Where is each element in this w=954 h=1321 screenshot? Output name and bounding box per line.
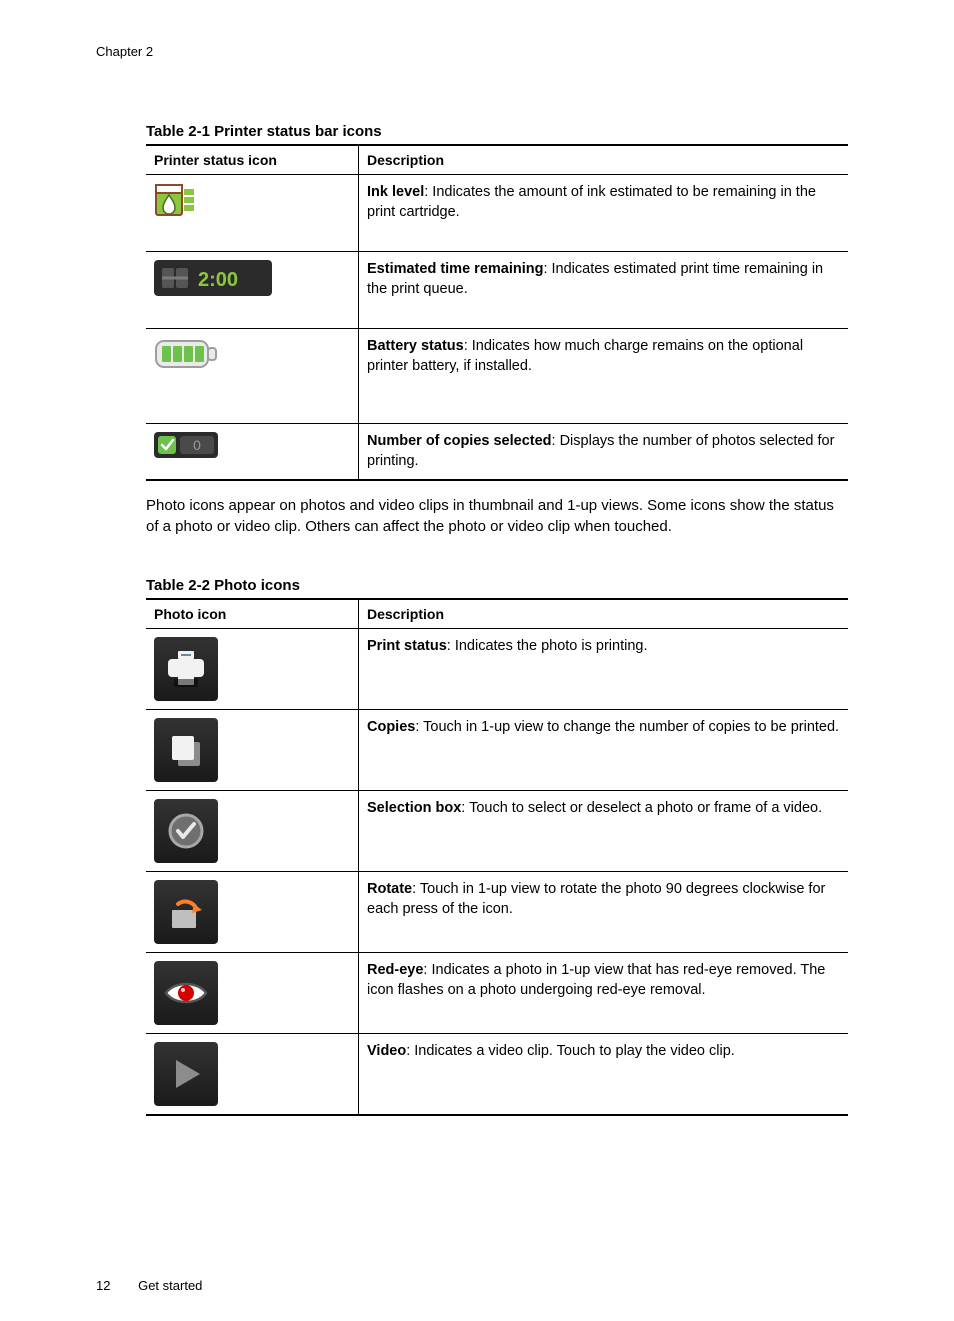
selection-box-desc: Selection box: Touch to select or desele…: [359, 791, 849, 872]
chapter-label: Chapter 2: [96, 44, 858, 59]
body-paragraph: Photo icons appear on photos and video c…: [146, 495, 848, 537]
rotate-desc: Rotate: Touch in 1-up view to rotate the…: [359, 872, 849, 953]
table-row: Print status: Indicates the photo is pri…: [146, 629, 848, 710]
table-1-header-desc: Description: [359, 145, 849, 175]
copies-icon: [154, 718, 218, 782]
page-number: 12: [96, 1278, 110, 1293]
video-desc: Video: Indicates a video clip. Touch to …: [359, 1034, 849, 1116]
table-2-header-icon: Photo icon: [146, 599, 359, 629]
print-status-icon: [154, 637, 218, 701]
table-row: Selection box: Touch to select or desele…: [146, 791, 848, 872]
print-status-desc: Print status: Indicates the photo is pri…: [359, 629, 849, 710]
svg-text:0: 0: [193, 437, 201, 453]
copies-selected-icon: 0: [154, 432, 218, 465]
red-eye-icon: [154, 961, 218, 1025]
rotate-icon: [154, 880, 218, 944]
table-1-header-icon: Printer status icon: [146, 145, 359, 175]
svg-text:2:00: 2:00: [198, 269, 238, 291]
copies-selected-desc: Number of copies selected: Displays the …: [359, 424, 849, 481]
photo-icons-table: Photo icon Description: [146, 598, 848, 1116]
time-remaining-icon: 2:00: [154, 260, 272, 303]
battery-status-icon: [154, 337, 218, 378]
table-row: Battery status: Indicates how much charg…: [146, 329, 848, 424]
ink-level-desc: Ink level: Indicates the amount of ink e…: [359, 175, 849, 252]
ink-level-icon: [154, 183, 198, 230]
table-row: Video: Indicates a video clip. Touch to …: [146, 1034, 848, 1116]
table-row: 0 Number of copies selected: Displays th…: [146, 424, 848, 481]
table-1-title: Table 2-1 Printer status bar icons: [146, 123, 858, 140]
table-2-title: Table 2-2 Photo icons: [146, 577, 858, 594]
selection-box-icon: [154, 799, 218, 863]
table-row: Ink level: Indicates the amount of ink e…: [146, 175, 848, 252]
table-row: Red-eye: Indicates a photo in 1-up view …: [146, 953, 848, 1034]
table-row: 2:00 Estimated time remaining: Indicates…: [146, 252, 848, 329]
table-2-header-desc: Description: [359, 599, 849, 629]
footer-section: Get started: [138, 1278, 202, 1293]
printer-status-icons-table: Printer status icon Description: [146, 144, 848, 481]
red-eye-desc: Red-eye: Indicates a photo in 1-up view …: [359, 953, 849, 1034]
video-icon: [154, 1042, 218, 1106]
table-row: Rotate: Touch in 1-up view to rotate the…: [146, 872, 848, 953]
page-footer: 12 Get started: [96, 1278, 202, 1293]
table-row: Copies: Touch in 1-up view to change the…: [146, 710, 848, 791]
battery-status-desc: Battery status: Indicates how much charg…: [359, 329, 849, 424]
copies-desc: Copies: Touch in 1-up view to change the…: [359, 710, 849, 791]
time-remaining-desc: Estimated time remaining: Indicates esti…: [359, 252, 849, 329]
